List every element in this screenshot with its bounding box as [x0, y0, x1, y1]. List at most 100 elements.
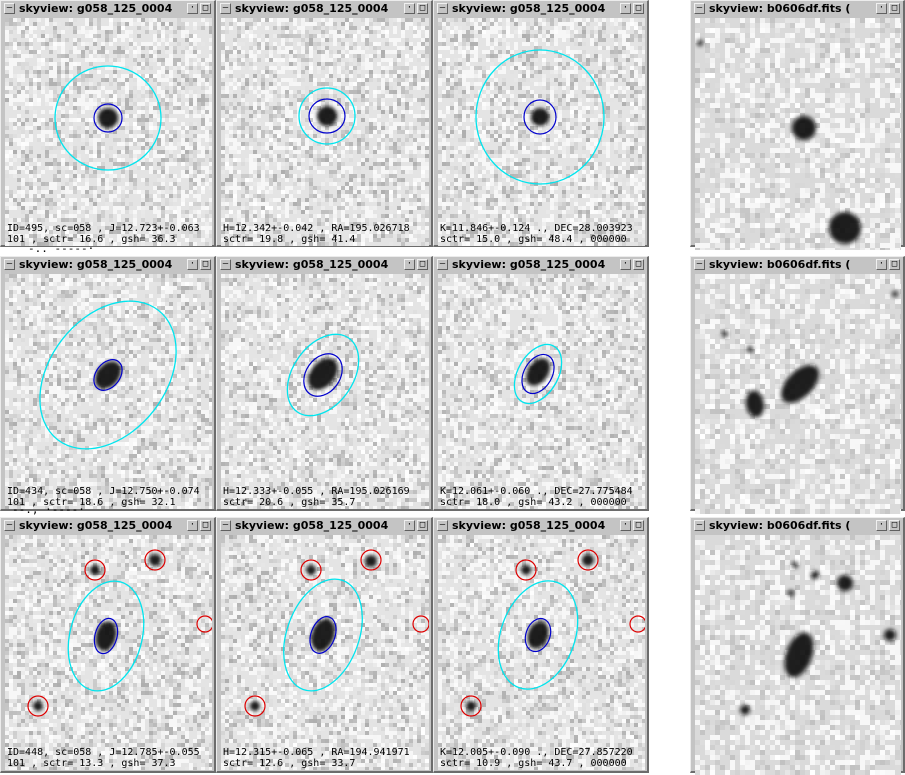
source-blob — [811, 571, 819, 579]
skyview-window[interactable]: — skyview: g058_125_0004·□ K=11.846+-0.124… — [433, 0, 649, 247]
source-blob — [697, 40, 703, 46]
minimize-button[interactable]: · — [404, 259, 415, 270]
window-menu-button[interactable]: — — [220, 259, 231, 270]
window-menu-button[interactable]: — — [694, 259, 705, 270]
window-titlebar[interactable]: —skyview: g058_125_0004·□ — [3, 2, 212, 16]
minimize-button[interactable]: · — [620, 3, 631, 14]
window-titlebar[interactable]: — skyview: g058_125_0004·□ — [219, 258, 429, 272]
window-menu-button[interactable]: — — [220, 520, 231, 531]
window-menu-button[interactable]: — — [4, 259, 15, 270]
photometry-line: ID=495, sc=058 , J=12.723+-0.063 — [7, 223, 200, 234]
source-blob — [792, 562, 798, 568]
maximize-button[interactable]: □ — [633, 520, 644, 531]
window-title: skyview: g058_125_0004 — [235, 258, 401, 272]
window-menu-button[interactable]: — — [694, 520, 705, 531]
maximize-button[interactable]: □ — [417, 520, 428, 531]
window-titlebar[interactable]: — skyview: g058_125_0004·□ — [436, 258, 645, 272]
window-titlebar[interactable]: —skyview: g058_125_0004·□ — [219, 2, 429, 16]
window-menu-button[interactable]: — — [437, 259, 448, 270]
skyview-window[interactable]: — skyview: b0606df.fits (·□ — [690, 256, 905, 511]
photometry-line: H=12.342+-0.042 , RA=195.026718 — [223, 223, 410, 234]
window-title: skyview: b0606df.fits ( — [709, 2, 873, 16]
skyview-window[interactable]: — skyview: b0606df.fits (·□ — [690, 0, 905, 247]
minimize-button[interactable]: · — [876, 3, 887, 14]
skyview-window[interactable]: —skyview: b0606df.fits (·□ — [690, 517, 905, 773]
skyview-window[interactable]: —skyview: g058_125_0004·□ ID=495, sc=058 … — [0, 0, 216, 247]
source-blob — [33, 701, 43, 711]
minimize-button[interactable]: · — [187, 3, 198, 14]
photometry-line: 101 , sctr= 13.3 , gsh= 37.3 — [7, 758, 200, 769]
photometry-line: H=12.315+-0.065 , RA=194.941971 — [223, 747, 410, 758]
window-menu-button[interactable]: — — [437, 520, 448, 531]
window-title: skyview: b0606df.fits ( — [709, 258, 873, 272]
window-menu-button[interactable]: — — [4, 520, 15, 531]
maximize-button[interactable]: □ — [633, 3, 644, 14]
window-menu-button[interactable]: — — [4, 3, 15, 14]
source-blob — [90, 565, 100, 575]
minimize-button[interactable]: · — [876, 259, 887, 270]
sky-image — [5, 274, 212, 509]
minimize-button[interactable]: · — [404, 3, 415, 14]
source-blob — [792, 116, 816, 140]
source-blob — [521, 565, 531, 575]
photometry-line: sctr= 19.8 , gsh= 41.4 — [223, 234, 410, 245]
source-blob — [306, 565, 316, 575]
skyview-window[interactable]: —skyview: g058_125_0004·□ ID=448, sc=058 … — [0, 517, 216, 773]
source-blob — [788, 590, 794, 596]
minimize-button[interactable]: · — [404, 520, 415, 531]
photometry-line: sctr= 10.9 , gsh= 43.7 , 000000 — [440, 758, 633, 769]
maximize-button[interactable]: □ — [417, 3, 428, 14]
sky-image — [5, 18, 212, 246]
maximize-button[interactable]: □ — [889, 3, 900, 14]
minimize-button[interactable]: · — [876, 520, 887, 531]
skyview-window[interactable]: — skyview: g058_125_0004·□ H=12.333+-0.055… — [216, 256, 433, 511]
minimize-button[interactable]: · — [187, 259, 198, 270]
minimize-button[interactable]: · — [620, 520, 631, 531]
window-titlebar[interactable]: — skyview: g058_125_0004·□ — [436, 519, 645, 533]
window-title: skyview: g058_125_0004 — [452, 2, 617, 16]
window-titlebar[interactable]: — skyview: b0606df.fits (·□ — [693, 2, 901, 16]
window-menu-button[interactable]: — — [437, 3, 448, 14]
window-titlebar[interactable]: —skyview: g058_125_0004·□ — [3, 519, 212, 533]
window-titlebar[interactable]: —skyview: b0606df.fits (·□ — [693, 519, 901, 533]
skyview-window[interactable]: — skyview: g058_125_0004·□ K=12.061+-0.060… — [433, 256, 649, 511]
window-menu-button[interactable]: — — [694, 3, 705, 14]
minimize-button[interactable]: · — [620, 259, 631, 270]
skyview-window[interactable]: — skyview: g058_125_0004·□ K=12.005+-0.090… — [433, 517, 649, 773]
image-canvas[interactable] — [695, 18, 901, 250]
window-titlebar[interactable]: — skyview: b0606df.fits (·□ — [693, 258, 901, 272]
window-titlebar[interactable]: — skyview: g058_125_0004·□ — [436, 2, 645, 16]
image-canvas[interactable] — [695, 274, 901, 514]
window-titlebar[interactable]: —skyview: g058_125_0004·□ — [219, 519, 429, 533]
sky-image — [438, 274, 645, 509]
minimize-button[interactable]: · — [187, 520, 198, 531]
sky-image — [5, 535, 212, 770]
image-canvas[interactable] — [695, 535, 901, 775]
sky-image — [221, 18, 429, 246]
maximize-button[interactable]: □ — [200, 520, 211, 531]
window-title: skyview: g058_125_0004 — [452, 258, 617, 272]
skyview-window[interactable]: —skyview: g058_125_0004·□ H=12.342+-0.042… — [216, 0, 433, 247]
maximize-button[interactable]: □ — [200, 259, 211, 270]
photometry-line: sctr= 12.6 , gsh= 33.7 — [223, 758, 410, 769]
sky-image — [438, 535, 645, 770]
maximize-button[interactable]: □ — [633, 259, 644, 270]
window-titlebar[interactable]: —skyview: g058_125_0004·□ — [3, 258, 212, 272]
skyview-window[interactable]: —skyview: g058_125_0004·□ ID=434, sc=058 … — [0, 256, 216, 511]
window-title: skyview: g058_125_0004 — [452, 519, 617, 533]
skyview-window[interactable]: —skyview: g058_125_0004·□ H=12.315+-0.065… — [216, 517, 433, 773]
maximize-button[interactable]: □ — [889, 259, 900, 270]
window-menu-button[interactable]: — — [220, 3, 231, 14]
maximize-button[interactable]: □ — [200, 3, 211, 14]
maximize-button[interactable]: □ — [417, 259, 428, 270]
maximize-button[interactable]: □ — [889, 520, 900, 531]
